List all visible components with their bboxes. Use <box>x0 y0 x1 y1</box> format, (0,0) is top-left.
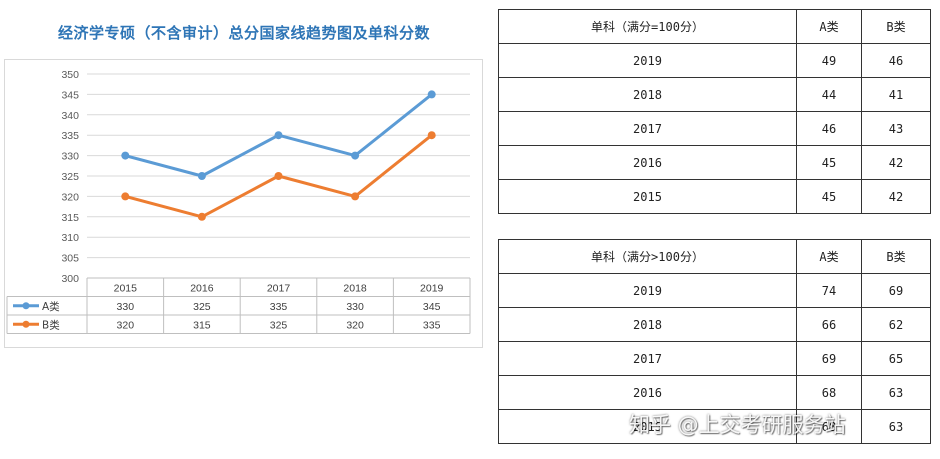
b-class-cell: 63 <box>861 409 931 444</box>
b-class-cell: 43 <box>861 111 931 146</box>
y-tick-label: 345 <box>61 89 79 101</box>
data-point <box>351 151 360 160</box>
table-header-row: 单科（满分>100分） A类 B类 <box>498 239 931 274</box>
y-tick-label: 300 <box>61 273 79 285</box>
table-row: 2019 49 46 <box>498 43 931 78</box>
data-table-value: 320 <box>117 319 135 331</box>
table-row: 2017 69 65 <box>498 341 931 376</box>
a-class-cell: 74 <box>796 273 862 308</box>
table-row: 2015 68 63 <box>498 409 931 444</box>
table-row: 2019 74 69 <box>498 273 931 308</box>
data-table-value: 330 <box>346 301 364 313</box>
y-tick-label: 340 <box>61 110 79 122</box>
data-point <box>121 151 130 160</box>
b-class-cell: 42 <box>861 179 931 214</box>
data-table-value: 320 <box>346 319 364 331</box>
y-tick-label: 350 <box>61 69 79 81</box>
data-point <box>351 192 360 201</box>
y-tick-label: 330 <box>61 151 79 163</box>
year-cell: 2018 <box>498 77 797 112</box>
a-class-cell: 68 <box>796 409 862 444</box>
data-table-value: 325 <box>270 319 288 331</box>
x-category-label: 2015 <box>114 282 138 294</box>
b-class-cell: 41 <box>861 77 931 112</box>
year-cell: 2019 <box>498 273 797 308</box>
data-point <box>427 90 436 99</box>
b-class-cell: 65 <box>861 341 931 376</box>
chart-title: 经济学专硕（不含审计）总分国家线趋势图及单科分数 <box>57 24 430 42</box>
data-point <box>197 172 206 180</box>
year-cell: 2019 <box>498 43 797 78</box>
data-point <box>197 212 206 221</box>
year-cell: 2015 <box>498 409 797 444</box>
header-a-class: A类 <box>796 9 862 44</box>
y-tick-label: 320 <box>61 191 79 203</box>
a-class-cell: 45 <box>796 145 862 180</box>
data-table-value: 335 <box>423 319 441 331</box>
single-subject-table-over-100: 单科（满分>100分） A类 B类 2019 74 69 2018 66 62 … <box>498 239 931 444</box>
y-tick-label: 325 <box>61 171 79 183</box>
legend-label: A类 <box>42 300 60 313</box>
a-class-cell: 66 <box>796 307 862 342</box>
y-tick-label: 335 <box>61 130 79 142</box>
header-b-class: B类 <box>861 239 931 274</box>
year-cell: 2017 <box>498 111 797 146</box>
year-cell: 2016 <box>498 145 797 180</box>
line-chart: 300 305 310 315 320 325 330 335 340 345 350 2015 201… <box>6 69 471 334</box>
y-tick-label: 315 <box>61 212 79 224</box>
table-row: 2018 66 62 <box>498 307 931 342</box>
x-category-label: 2019 <box>420 282 444 294</box>
table-row: 2016 68 63 <box>498 375 931 410</box>
y-tick-label: 310 <box>61 232 79 244</box>
a-class-cell: 69 <box>796 341 862 376</box>
x-category-label: 2018 <box>343 282 367 294</box>
year-cell: 2015 <box>498 179 797 214</box>
year-cell: 2016 <box>498 375 797 410</box>
data-point <box>274 172 283 180</box>
chart-frame: 300 305 310 315 320 325 330 335 340 345 350 2015 201… <box>4 59 483 348</box>
b-class-cell: 63 <box>861 375 931 410</box>
year-cell: 2018 <box>498 307 797 342</box>
data-table-value: 325 <box>193 301 211 313</box>
b-class-cell: 46 <box>861 43 931 78</box>
single-subject-table-100: 单科（满分=100分） A类 B类 2019 49 46 2018 44 41 … <box>498 9 931 214</box>
data-point <box>121 192 130 201</box>
data-table-value: 335 <box>270 301 288 313</box>
data-point <box>274 131 283 140</box>
a-class-cell: 49 <box>796 43 862 78</box>
header-subject: 单科（满分>100分） <box>498 239 797 274</box>
a-class-cell: 68 <box>796 375 862 410</box>
data-point <box>427 131 436 140</box>
x-category-label: 2016 <box>190 282 214 294</box>
header-b-class: B类 <box>861 9 931 44</box>
data-table-value: 315 <box>193 319 211 331</box>
b-class-cell: 42 <box>861 145 931 180</box>
a-class-cell: 46 <box>796 111 862 146</box>
x-category-label: 2017 <box>267 282 291 294</box>
header-subject: 单科（满分=100分） <box>498 9 797 44</box>
legend-marker <box>22 320 30 328</box>
a-class-cell: 45 <box>796 179 862 214</box>
table-row: 2015 45 42 <box>498 179 931 214</box>
legend-label: B类 <box>42 318 60 331</box>
data-table-value: 345 <box>423 301 441 313</box>
y-tick-label: 305 <box>61 253 79 265</box>
year-cell: 2017 <box>498 341 797 376</box>
header-a-class: A类 <box>796 239 862 274</box>
b-class-cell: 62 <box>861 307 931 342</box>
legend-marker <box>22 302 30 310</box>
table-header-row: 单科（满分=100分） A类 B类 <box>498 9 931 44</box>
a-class-cell: 44 <box>796 77 862 112</box>
table-row: 2016 45 42 <box>498 145 931 180</box>
table-row: 2017 46 43 <box>498 111 931 146</box>
b-class-cell: 69 <box>861 273 931 308</box>
table-row: 2018 44 41 <box>498 77 931 112</box>
data-table-value: 330 <box>117 301 135 313</box>
